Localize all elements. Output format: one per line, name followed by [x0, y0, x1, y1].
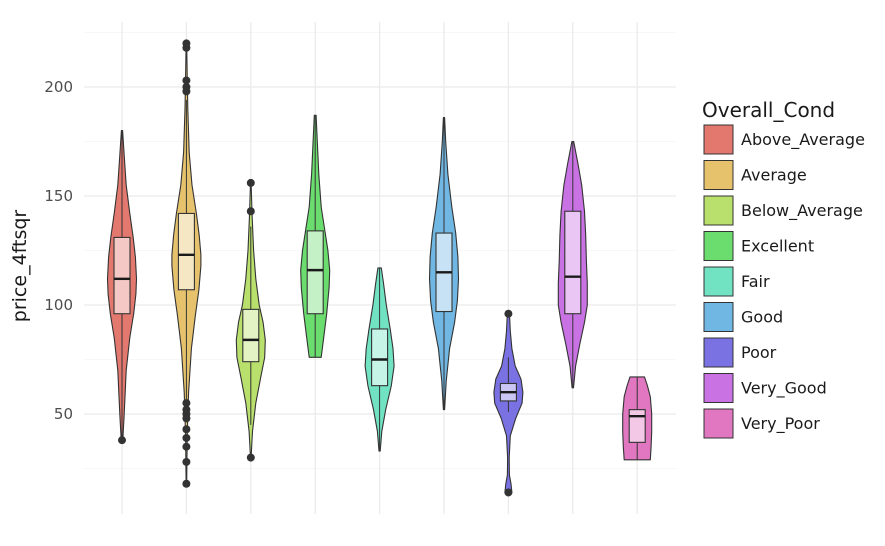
outlier-point: [182, 405, 191, 414]
violin-group-excellent: [300, 114, 331, 358]
box-iqr: [177, 212, 195, 291]
y-tick-label: 50: [54, 405, 73, 423]
violin-group-above-average: [106, 130, 138, 445]
violin-group-fair: [364, 267, 395, 452]
box-iqr: [113, 236, 131, 315]
outlier-point: [182, 39, 191, 48]
legend-label: Above_Average: [741, 130, 865, 150]
legend-item: Average: [703, 160, 807, 190]
legend-swatch: [703, 195, 734, 226]
legend-swatch: [703, 373, 734, 403]
legend-swatch: [703, 266, 734, 297]
legend-item: Fair: [703, 266, 770, 297]
legend-item: Very_Good: [703, 373, 827, 403]
legend-label: Good: [741, 308, 783, 327]
violin-group-below-average: [235, 178, 266, 462]
outlier-point: [182, 399, 191, 408]
box-iqr: [371, 328, 389, 387]
legend-label: Average: [741, 166, 807, 185]
legend-item: Very_Poor: [703, 408, 820, 439]
legend-swatch: [703, 124, 734, 155]
legend-swatch: [703, 408, 734, 439]
legend-item: Below_Average: [703, 195, 863, 226]
outlier-point: [246, 207, 255, 216]
box-iqr: [628, 409, 646, 443]
legend-swatch: [703, 231, 734, 261]
legend-label: Below_Average: [741, 201, 863, 221]
outlier-point: [182, 425, 191, 434]
legend-label: Poor: [741, 343, 777, 362]
outlier-point: [246, 178, 255, 187]
legend-title: Overall_Cond: [702, 98, 835, 122]
outlier-point: [504, 309, 513, 318]
violins: [106, 39, 653, 497]
legend-label: Fair: [741, 272, 770, 291]
outlier-point: [118, 436, 126, 445]
y-tick-label: 200: [44, 78, 73, 96]
legend-label: Very_Good: [741, 379, 827, 399]
legend-label: Excellent: [741, 237, 814, 256]
outlier-point: [182, 83, 191, 91]
violin-group-very-poor: [622, 376, 653, 461]
outlier-point: [182, 479, 191, 488]
violin-group-average: [171, 39, 202, 488]
legend-item: Excellent: [703, 231, 814, 261]
outlier-point: [182, 442, 191, 451]
legend-item: Good: [703, 302, 783, 332]
y-axis-ticks: 50 100 150 200: [44, 78, 73, 423]
violin-group-very-good: [557, 140, 588, 389]
legend-swatch: [703, 160, 734, 190]
violin-group-good: [428, 116, 460, 411]
outlier-point: [246, 453, 255, 462]
legend-swatch: [703, 337, 734, 368]
legend-swatch: [703, 302, 734, 332]
y-axis-title: price_4ftsqr: [9, 210, 31, 323]
box-iqr: [564, 210, 582, 315]
outlier-point: [182, 457, 191, 466]
box-iqr: [306, 230, 324, 315]
legend: Overall_Cond Above_Average Average Below_A…: [702, 98, 865, 439]
outlier-point: [182, 433, 191, 442]
outlier-point: [504, 488, 513, 497]
y-tick-label: 150: [44, 187, 73, 205]
outlier-point: [182, 76, 191, 85]
violin-group-poor: [493, 309, 524, 497]
legend-item: Above_Average: [703, 124, 865, 155]
box-iqr: [242, 308, 260, 363]
y-tick-label: 100: [44, 296, 73, 314]
legend-label: Very_Poor: [741, 414, 820, 434]
legend-item: Poor: [703, 337, 777, 368]
